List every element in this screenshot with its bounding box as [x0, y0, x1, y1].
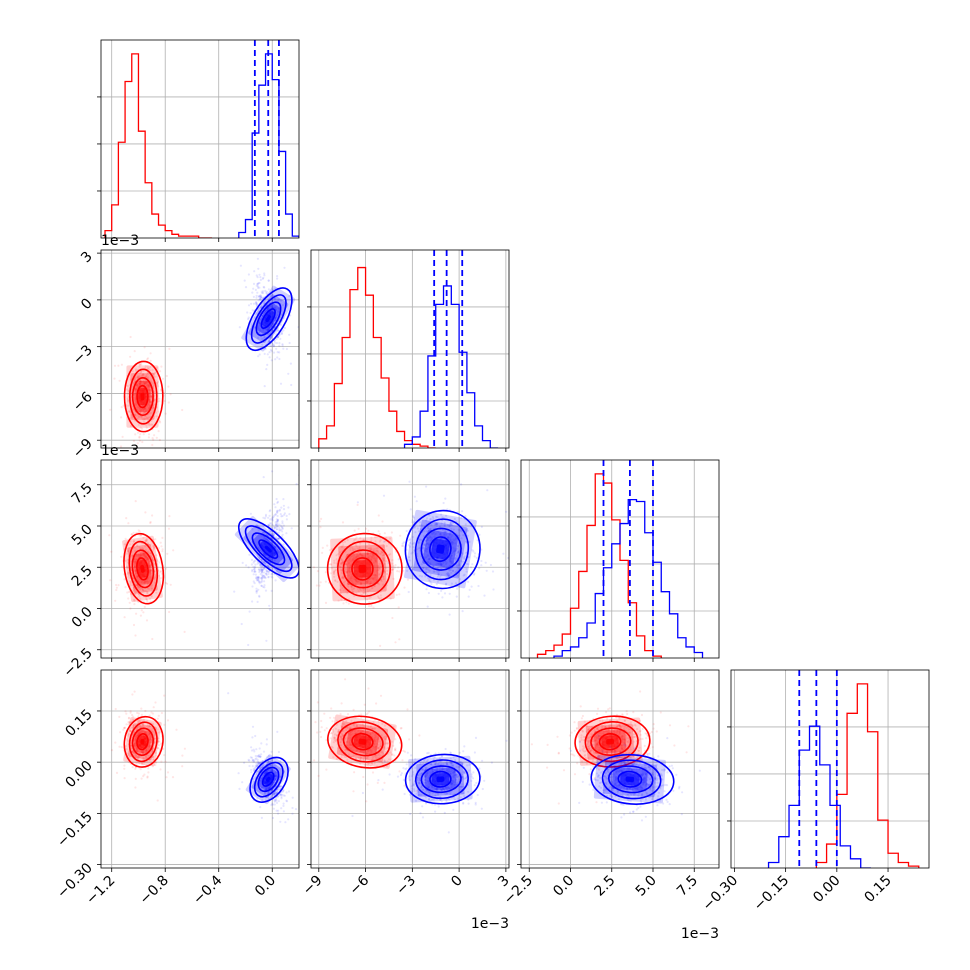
x-tick-label: −3 [393, 873, 419, 899]
red-contours [123, 360, 164, 433]
red-contours [574, 715, 651, 768]
x-tick-label: −0.30 [700, 873, 742, 915]
y-tick-label: −2.5 [60, 645, 95, 680]
red-histogram [318, 266, 436, 448]
x-tick-label: −6 [346, 872, 372, 898]
x-tick-label: −0.15 [751, 873, 793, 915]
red-contours [327, 715, 403, 769]
axis-offset-label: 1e−3 [101, 443, 139, 459]
red-histogram [104, 53, 213, 238]
panel-1-1 [307, 249, 510, 452]
panel-frame [520, 669, 720, 869]
x-tick-label: −9 [300, 873, 326, 899]
axis-offset-label: 1e−3 [681, 926, 719, 942]
y-tick-label: 7.5 [69, 480, 96, 507]
x-tick-label: 0.0 [252, 873, 279, 900]
y-tick-label: −9 [70, 436, 96, 462]
blue-contours [249, 756, 289, 803]
y-tick-label: 0.15 [62, 706, 95, 739]
panel-frame [730, 669, 930, 869]
panel-frame [520, 459, 720, 659]
red-contours [123, 715, 164, 768]
y-tick-label: 2.5 [69, 563, 96, 590]
y-tick-label: −0.15 [54, 809, 96, 851]
panel-frame [100, 249, 300, 449]
panel-3-1: −9 −6 −3 0 3 [300, 669, 513, 899]
panel-1-0: −9 −6 −3 0 3 [70, 249, 300, 462]
blue-contours [404, 753, 481, 805]
blue-histogram [403, 285, 499, 448]
x-tick-label: 2.5 [592, 873, 619, 900]
red-contours [123, 532, 165, 605]
panel-frame [310, 249, 510, 449]
y-tick-label: 3 [78, 249, 96, 267]
blue-contours [404, 509, 481, 590]
grid [101, 670, 299, 868]
axis-offset-label: 1e−3 [471, 916, 509, 932]
panel-3-0: −1.2 −0.8 −0.4 0.0−0.30−0.150.000.15 [54, 669, 300, 908]
panel-frame [100, 459, 300, 659]
x-tick-label: 0.15 [862, 873, 895, 906]
panel-3-2: −2.5 0.0 2.5 5.0 7.5 [501, 669, 720, 908]
red-histogram [536, 473, 662, 658]
blue-contours [245, 287, 293, 351]
panel-2-0: −2.5 0.0 2.5 5.0 7.5 [60, 459, 300, 681]
grid [101, 460, 299, 658]
panel-3-3: −0.30 −0.15 0.00 0.15 [700, 669, 930, 915]
red-contours [326, 532, 403, 605]
x-tick-label: 0.00 [810, 873, 843, 906]
y-tick-label: −6 [70, 389, 96, 415]
panel-frame [310, 459, 510, 659]
x-tick-label: 7.5 [674, 873, 701, 900]
panel-2-1 [307, 459, 510, 662]
grid [101, 250, 299, 448]
panel-frame [100, 669, 300, 869]
panel-2-2 [517, 459, 720, 662]
panel-0-0 [97, 39, 300, 242]
y-tick-label: 0.0 [69, 604, 96, 631]
blue-contours [238, 518, 299, 579]
blue-histogram [553, 498, 704, 658]
grid [521, 670, 719, 868]
axis-offset-label: 1e−3 [101, 233, 139, 249]
panel-frame [310, 669, 510, 869]
grid [311, 460, 509, 658]
y-tick-label: 0 [78, 295, 96, 313]
x-tick-label: 5.0 [633, 873, 660, 900]
red-density [330, 536, 395, 602]
y-tick-label: −3 [70, 342, 96, 368]
grid [311, 250, 509, 448]
y-tick-label: 0.00 [62, 758, 95, 791]
x-tick-label: 0.0 [550, 873, 577, 900]
red-histogram [815, 683, 920, 868]
x-tick-label: −0.4 [190, 872, 225, 907]
blue-histogram [767, 725, 871, 868]
y-tick-label: 5.0 [69, 522, 96, 549]
x-tick-label: −0.8 [137, 873, 172, 908]
x-tick-label: 0 [448, 873, 466, 891]
panel-frame [100, 39, 300, 239]
blue-contours [590, 753, 675, 805]
blue-density [408, 755, 473, 803]
grid [101, 40, 299, 238]
